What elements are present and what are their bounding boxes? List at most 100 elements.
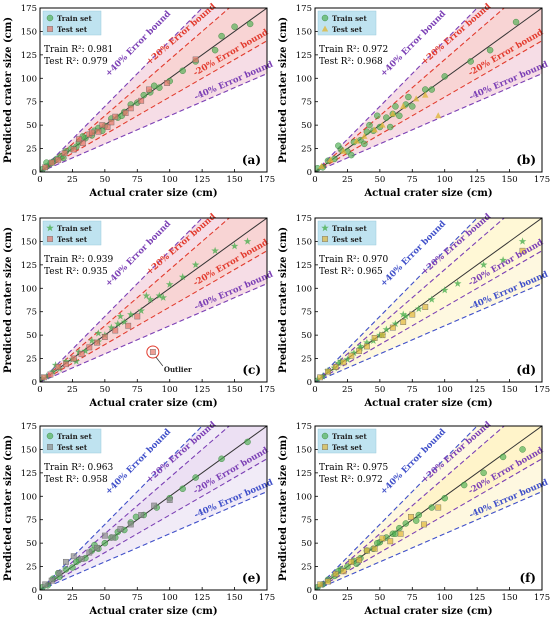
x-tick-label: 175 [259, 175, 275, 185]
train-point [120, 318, 129, 326]
train-point [512, 18, 520, 26]
test-r2: Test R²: 0.965 [319, 267, 383, 277]
y-tick-label: 75 [26, 98, 37, 108]
test-point [112, 113, 119, 120]
train-point [428, 504, 435, 511]
error-bound-line-p20 [315, 426, 506, 590]
test-point [70, 355, 77, 362]
y-tick-label: 75 [26, 516, 37, 526]
legend-marker-train [321, 14, 329, 22]
x-tick-label: 175 [259, 385, 275, 395]
axes-frame [39, 7, 268, 173]
band-plus40 [315, 218, 505, 382]
y-tick-label: 125 [296, 469, 312, 479]
y-axis-label: Predicted crater size (cm) [278, 435, 289, 581]
chart-panel-e: +40% Error bound+20% Error bound-20% Err… [3, 420, 275, 617]
train-point [392, 530, 399, 537]
y-axis-label: Predicted crater size (cm) [3, 17, 14, 163]
train-point [441, 73, 448, 80]
test-point [134, 313, 141, 320]
test-point [421, 521, 427, 528]
test-point [101, 334, 108, 340]
x-tick-label: 50 [99, 175, 110, 185]
test-point [61, 150, 68, 157]
train-point [392, 103, 399, 110]
train-r2: Train R²: 0.981 [44, 45, 113, 55]
test-point [79, 140, 86, 146]
test-point [340, 568, 347, 575]
train-point [116, 312, 125, 320]
test-point [125, 322, 132, 329]
x-tick-label: 75 [132, 175, 143, 185]
test-point [192, 56, 199, 63]
legend-label-test: Test set [332, 235, 363, 244]
y-tick-label: 100 [21, 74, 37, 84]
train-r2: Train R²: 0.970 [319, 255, 389, 265]
error-bound-line-p20 [40, 218, 231, 382]
x-tick-label: 175 [534, 593, 550, 603]
x-tick-label: 75 [132, 593, 143, 603]
test-point [94, 544, 100, 551]
test-point [42, 581, 49, 588]
legend-label-train: Train set [57, 224, 93, 233]
x-tick-label: 150 [226, 385, 242, 395]
test-point [63, 558, 69, 565]
x-tick-label: 25 [67, 385, 78, 395]
y-tick-label: 175 [296, 214, 312, 224]
train-point [374, 539, 381, 547]
test-point [151, 502, 158, 509]
train-point [243, 237, 252, 245]
x-axis-label: Actual crater size (cm) [88, 606, 217, 617]
panel-label: (b) [516, 153, 536, 167]
plot-area [315, 8, 542, 172]
test-point [108, 119, 115, 126]
x-tick-label: 100 [437, 175, 453, 185]
y-tick-label: 100 [21, 284, 37, 294]
train-point [409, 103, 416, 110]
train-point [402, 520, 410, 527]
test-point [70, 146, 77, 153]
y-tick-label: 150 [296, 27, 312, 37]
outlier-label: Outlier [164, 365, 192, 374]
test-r2: Test R²: 0.958 [44, 475, 108, 485]
train-point [405, 93, 412, 101]
test-point [63, 361, 69, 368]
y-tick-label: 150 [21, 27, 37, 37]
y-axis-label: Predicted crater size (cm) [278, 227, 289, 373]
test-point [99, 122, 106, 129]
y-tick-label: 150 [296, 237, 312, 247]
y-tick-label: 0 [32, 378, 37, 388]
test-point [408, 514, 414, 520]
train-point [361, 140, 368, 148]
test-point [138, 97, 145, 104]
y-tick-label: 25 [26, 355, 37, 365]
identity-line [40, 218, 267, 382]
y-tick-label: 0 [32, 586, 37, 596]
train-point [402, 312, 410, 320]
train-point [142, 291, 151, 300]
train-point [218, 32, 225, 40]
train-point [62, 566, 70, 573]
error-bound-line-m20 [315, 250, 542, 382]
legend-label-train: Train set [332, 14, 368, 23]
y-tick-label: 25 [301, 563, 312, 573]
x-tick-label: 125 [194, 593, 210, 603]
test-point [55, 156, 62, 163]
legend-marker-test [47, 26, 53, 32]
y-axis-label: Predicted crater size (cm) [3, 227, 14, 373]
train-point [140, 91, 147, 99]
train-point [218, 455, 225, 462]
x-tick-label: 0 [37, 175, 42, 185]
identity-line [40, 426, 267, 590]
test-point [78, 350, 85, 357]
legend-label-test: Test set [57, 25, 88, 34]
test-point [112, 327, 119, 334]
panel-label: (c) [242, 363, 261, 377]
y-tick-label: 175 [21, 422, 37, 432]
train-point [363, 128, 371, 135]
test-point [95, 128, 102, 135]
train-point [363, 338, 371, 346]
test-point [146, 86, 152, 93]
y-tick-label: 50 [301, 539, 312, 549]
x-tick-label: 0 [312, 175, 317, 185]
